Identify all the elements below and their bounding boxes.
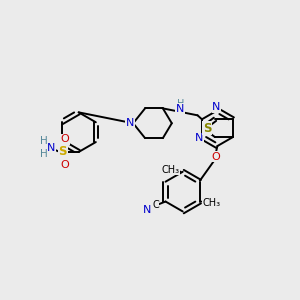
Text: CH₃: CH₃ xyxy=(203,199,221,208)
Text: N: N xyxy=(212,102,220,112)
Text: N: N xyxy=(195,133,203,143)
Text: S: S xyxy=(203,122,211,135)
Text: C: C xyxy=(152,200,159,210)
Text: N: N xyxy=(143,205,152,214)
Text: N: N xyxy=(47,143,55,153)
Text: H: H xyxy=(40,136,48,146)
Text: O: O xyxy=(60,160,69,170)
Text: N: N xyxy=(126,118,134,128)
Text: O: O xyxy=(211,152,220,162)
Text: N: N xyxy=(176,104,184,114)
Text: H: H xyxy=(176,99,184,109)
Text: H: H xyxy=(40,149,48,159)
Text: S: S xyxy=(58,146,67,158)
Text: CH₃: CH₃ xyxy=(162,165,180,175)
Text: O: O xyxy=(60,134,69,144)
